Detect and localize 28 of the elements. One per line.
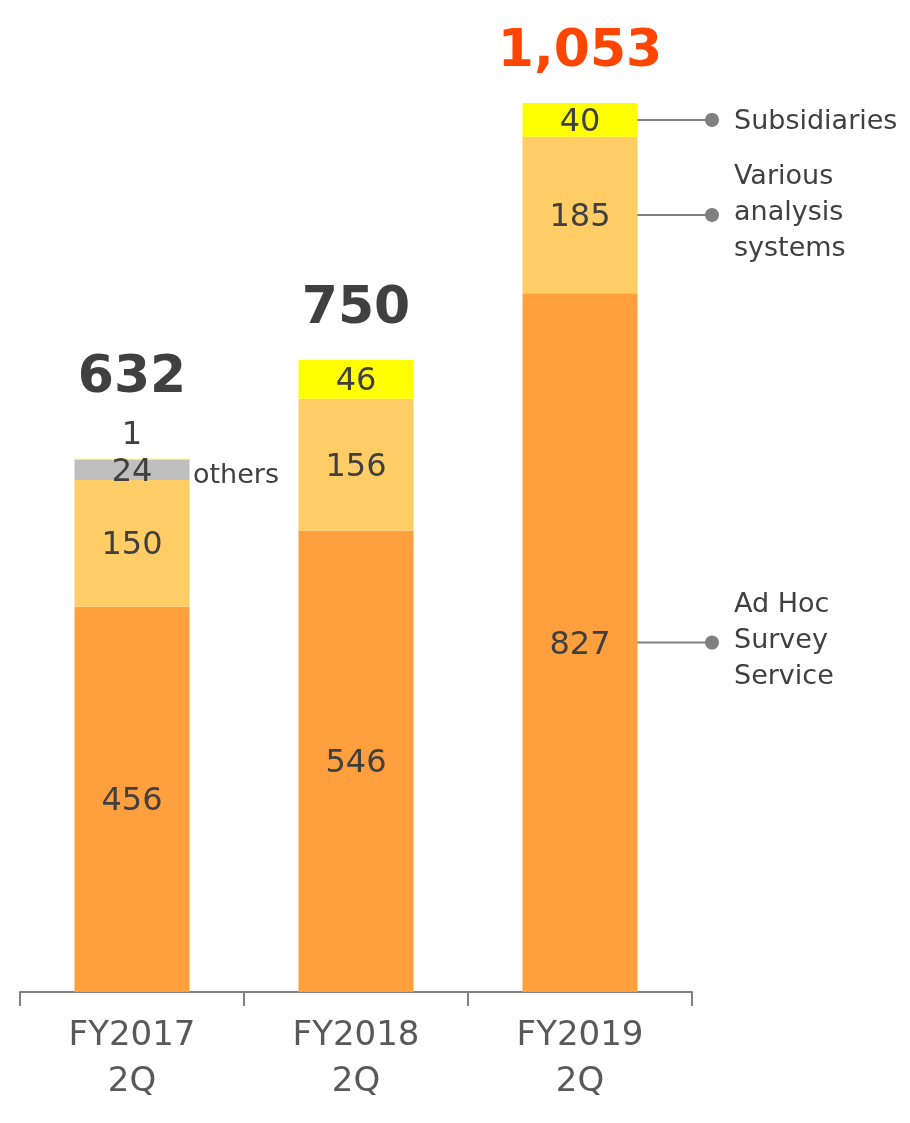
x-tick-label: FY2017 2Q xyxy=(68,1013,196,1099)
data-label: 40 xyxy=(559,100,601,139)
data-label: 546 xyxy=(325,742,387,781)
bar xyxy=(74,606,190,992)
data-label: 1 xyxy=(121,413,143,452)
bar xyxy=(522,293,638,992)
text: Ad Hoc Survey Service xyxy=(734,587,834,691)
x-tick-label: FY2019 2Q xyxy=(516,1013,644,1099)
bar xyxy=(298,359,414,399)
bar xyxy=(522,136,638,294)
text: Various analysis systems xyxy=(734,159,846,263)
data-label: 150 xyxy=(101,524,163,563)
data-label: 24 xyxy=(111,450,153,489)
total-label: 632 xyxy=(77,343,187,404)
data-label: 156 xyxy=(325,445,387,484)
bar xyxy=(522,103,638,137)
bar xyxy=(74,479,190,607)
bar xyxy=(298,398,414,531)
total-label: 750 xyxy=(301,274,411,335)
x-tick-label: FY2018 2Q xyxy=(292,1013,420,1099)
data-label: 827 xyxy=(549,623,611,662)
total-label: 1,053 xyxy=(497,18,663,78)
series-label: others xyxy=(193,458,279,490)
data-label: 456 xyxy=(101,780,163,819)
data-label: 185 xyxy=(549,195,611,234)
text: Subsidiaries xyxy=(734,104,898,136)
data-label: 46 xyxy=(335,360,377,399)
bar xyxy=(298,530,414,992)
